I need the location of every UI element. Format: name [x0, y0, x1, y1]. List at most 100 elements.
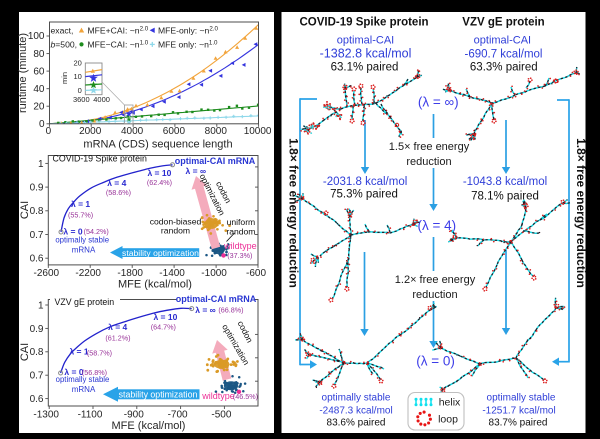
- svg-text:MFE only: ~n1.0: MFE only: ~n1.0: [158, 39, 218, 49]
- svg-text:λ = 0: λ = 0: [64, 367, 83, 377]
- svg-text:60: 60: [33, 66, 45, 77]
- svg-text:optimally stable: optimally stable: [322, 393, 391, 404]
- svg-text:(55.7%): (55.7%): [68, 211, 93, 220]
- svg-text:1.8× free energy reduction: 1.8× free energy reduction: [287, 138, 301, 288]
- svg-text:-1000: -1000: [201, 268, 227, 279]
- svg-text:-1251.7 kcal/mol: -1251.7 kcal/mol: [482, 406, 555, 417]
- svg-text:-2487.3 kcal/mol: -2487.3 kcal/mol: [319, 406, 392, 417]
- svg-text:-600: -600: [246, 268, 266, 279]
- svg-text:wildtype: wildtype: [223, 241, 257, 251]
- svg-text:6000: 6000: [163, 126, 186, 137]
- svg-text:uniform: uniform: [227, 217, 256, 227]
- svg-text:(61.2%): (61.2%): [105, 334, 130, 343]
- svg-text:MFE (kcal/mol): MFE (kcal/mol): [112, 420, 186, 432]
- svg-text:COVID-19 Spike protein: COVID-19 Spike protein: [53, 153, 147, 163]
- svg-text:(λ = 4): (λ = 4): [417, 218, 456, 233]
- svg-text:λ = ∞: λ = ∞: [186, 166, 206, 176]
- svg-text:-2031.8 kcal/mol: -2031.8 kcal/mol: [323, 176, 407, 188]
- svg-text:20: 20: [73, 59, 81, 68]
- svg-text:reduction: reduction: [406, 156, 451, 168]
- svg-text:0: 0: [39, 119, 45, 130]
- svg-text:(λ = 0): (λ = 0): [416, 354, 455, 369]
- svg-text:0: 0: [78, 86, 82, 95]
- svg-text:MFE−CAI: ~n1.0: MFE−CAI: ~n1.0: [88, 39, 149, 49]
- svg-text:VZV gE protein: VZV gE protein: [462, 17, 544, 29]
- svg-text:mRNA (CDS) sequence length: mRNA (CDS) sequence length: [83, 138, 232, 150]
- svg-text:-2200: -2200: [75, 268, 101, 279]
- svg-text:λ = 10: λ = 10: [147, 168, 171, 178]
- svg-text:codon-biased: codon-biased: [150, 217, 202, 227]
- svg-text:0.6: 0.6: [30, 394, 44, 405]
- svg-text:-690.7 kcal/mol: -690.7 kcal/mol: [465, 49, 543, 61]
- svg-text:40: 40: [33, 84, 45, 95]
- svg-text:(54.2%): (54.2%): [84, 227, 109, 236]
- svg-text:63.1% paired: 63.1% paired: [331, 61, 399, 73]
- svg-text:1: 1: [38, 300, 44, 311]
- svg-text:0.7: 0.7: [30, 230, 44, 241]
- svg-text:optimally stable: optimally stable: [55, 235, 109, 244]
- svg-text:λ = 4: λ = 4: [108, 322, 127, 332]
- svg-text:-1043.8 kcal/mol: -1043.8 kcal/mol: [463, 176, 547, 188]
- svg-text:b=500,: b=500,: [51, 40, 78, 50]
- svg-text:random: random: [226, 226, 255, 236]
- svg-text:CAI: CAI: [19, 343, 31, 361]
- svg-text:MFE (kcal/mol): MFE (kcal/mol): [118, 279, 192, 291]
- svg-text:0: 0: [46, 126, 52, 137]
- svg-text:optimal-CAI: optimal-CAI: [474, 34, 531, 46]
- svg-text:1.5× free energy: 1.5× free energy: [389, 141, 470, 153]
- svg-text:mRNA: mRNA: [72, 245, 96, 254]
- svg-text:random: random: [161, 225, 190, 235]
- svg-text:optimal-CAI: optimal-CAI: [337, 34, 394, 46]
- svg-text:83.7% paired: 83.7% paired: [489, 417, 548, 428]
- svg-text:0.8: 0.8: [30, 206, 44, 217]
- svg-text:stability optimization: stability optimization: [119, 390, 198, 400]
- svg-text:10: 10: [73, 72, 81, 81]
- svg-text:75.3% paired: 75.3% paired: [330, 188, 398, 200]
- svg-text:optimally stable: optimally stable: [487, 393, 556, 404]
- svg-text:-500: -500: [211, 409, 231, 420]
- svg-text:MFE+CAI: ~n2.0: MFE+CAI: ~n2.0: [88, 25, 149, 35]
- svg-text:(62.4%): (62.4%): [147, 178, 172, 187]
- svg-text:optimal-CAI mRNA: optimal-CAI mRNA: [176, 294, 257, 304]
- svg-text:78.1% paired: 78.1% paired: [471, 191, 539, 203]
- svg-text:(λ = ∞): (λ = ∞): [418, 95, 459, 110]
- svg-text:mRNA: mRNA: [72, 385, 96, 394]
- svg-text:-1100: -1100: [78, 409, 103, 420]
- svg-text:-1400: -1400: [159, 268, 185, 279]
- svg-text:runtime (minute): runtime (minute): [17, 33, 29, 113]
- svg-text:-700: -700: [168, 409, 188, 420]
- svg-text:optimal-CAI mRNA: optimal-CAI mRNA: [175, 156, 256, 166]
- svg-text:MFE-only: ~n2.0: MFE-only: ~n2.0: [158, 25, 219, 35]
- svg-text:-1800: -1800: [117, 268, 143, 279]
- svg-text:λ = 1: λ = 1: [69, 347, 88, 357]
- svg-text:(37.3%): (37.3%): [227, 251, 252, 260]
- svg-text:(56.8%): (56.8%): [82, 368, 107, 377]
- svg-text:COVID-19 Spike protein: COVID-19 Spike protein: [299, 17, 428, 29]
- svg-text:(66.8%): (66.8%): [218, 306, 243, 315]
- svg-text:(46.5%): (46.5%): [233, 392, 258, 401]
- svg-text:-1382.8 kcal/mol: -1382.8 kcal/mol: [320, 47, 412, 61]
- svg-text:loop: loop: [438, 414, 458, 426]
- svg-text:(58.7%): (58.7%): [87, 348, 112, 357]
- svg-text:100: 100: [28, 31, 45, 42]
- svg-text:exact,: exact,: [51, 26, 74, 36]
- svg-text:λ = 10: λ = 10: [153, 312, 177, 322]
- svg-text:λ = 1: λ = 1: [71, 199, 90, 209]
- svg-text:λ = 4: λ = 4: [107, 178, 126, 188]
- svg-text:-900: -900: [124, 409, 144, 420]
- svg-text:0.9: 0.9: [30, 183, 44, 194]
- svg-text:20: 20: [33, 101, 45, 112]
- svg-text:63.3% paired: 63.3% paired: [470, 61, 538, 73]
- svg-text:helix: helix: [439, 397, 461, 409]
- svg-text:10000: 10000: [244, 126, 272, 137]
- svg-text:0.6: 0.6: [30, 254, 44, 265]
- svg-text:1: 1: [38, 159, 44, 170]
- svg-text:0.9: 0.9: [30, 324, 44, 335]
- svg-text:3600: 3600: [73, 95, 90, 104]
- svg-text:VZV gE protein: VZV gE protein: [55, 297, 115, 307]
- svg-text:(64.7%): (64.7%): [151, 322, 176, 331]
- svg-text:reduction: reduction: [412, 289, 457, 301]
- svg-text:stability optimization: stability optimization: [122, 248, 199, 258]
- svg-text:1.8× free energy reduction: 1.8× free energy reduction: [574, 138, 588, 288]
- svg-text:4000: 4000: [93, 95, 110, 104]
